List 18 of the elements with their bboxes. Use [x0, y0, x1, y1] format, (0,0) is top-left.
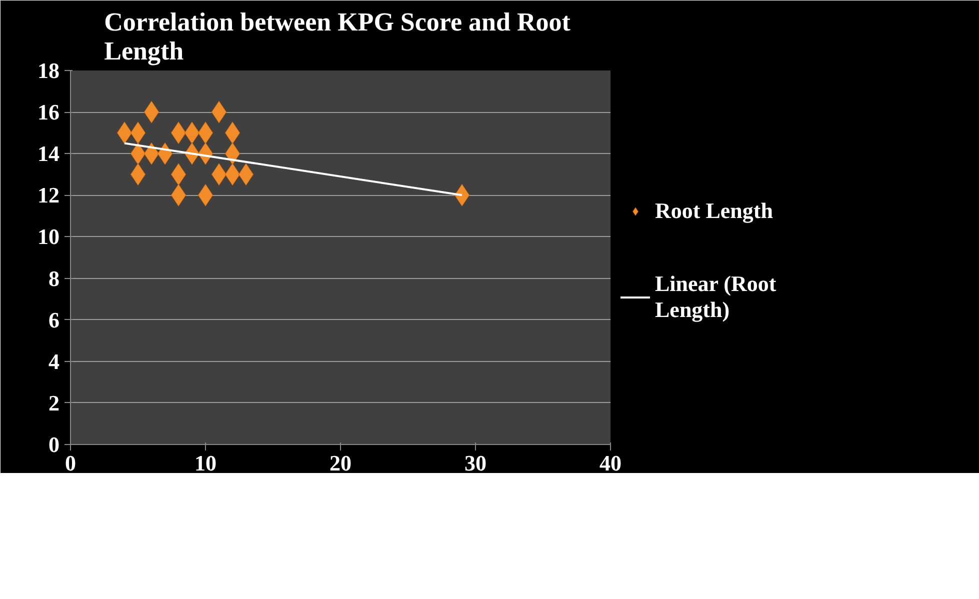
y-tick-label: 12: [38, 182, 60, 208]
y-tick-label: 10: [38, 224, 60, 250]
y-tick-label: 6: [48, 307, 60, 332]
legend-label: Root Length: [655, 197, 773, 225]
y-tick-label: 8: [48, 266, 60, 291]
y-tick-label: 18: [38, 58, 60, 83]
x-tick-label: 10: [194, 450, 216, 476]
y-tick-label: 16: [38, 100, 60, 125]
y-tick-label: 4: [48, 348, 60, 374]
y-tick-label: 14: [38, 141, 60, 166]
legend-label: Linear (Root Length): [655, 271, 776, 323]
x-tick-label: 30: [464, 450, 486, 476]
chart-title: Correlation between KPG Score and Root Length: [104, 8, 571, 66]
x-tick-label: 20: [330, 450, 352, 476]
x-tick-label: 0: [65, 450, 76, 476]
y-tick-label: 0: [48, 432, 60, 457]
y-tick-label: 2: [48, 390, 60, 416]
x-tick-label: 40: [600, 450, 622, 476]
